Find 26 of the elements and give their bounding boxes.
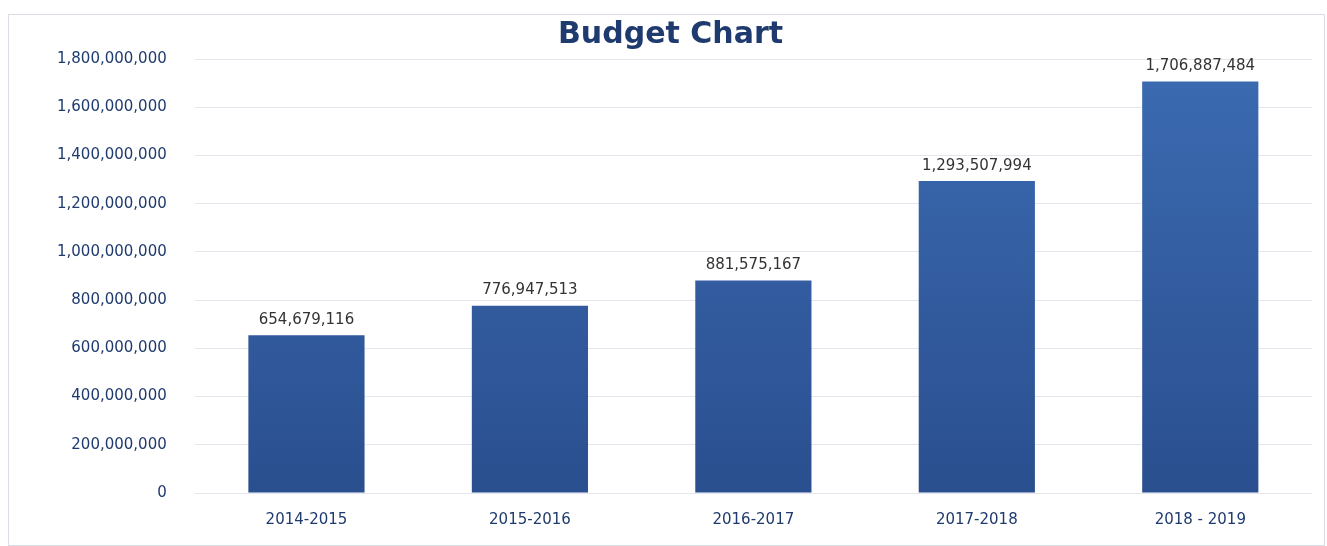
- bar: [1142, 81, 1259, 493]
- bar: [695, 280, 812, 493]
- bar: [918, 181, 1035, 493]
- y-tick-label: 1,400,000,000: [56, 145, 167, 164]
- y-tick-label: 1,800,000,000: [56, 48, 167, 67]
- x-tick-label: 2018 - 2019: [1154, 509, 1246, 528]
- data-label: 1,706,887,484: [1145, 55, 1256, 74]
- y-tick-label: 400,000,000: [71, 386, 167, 405]
- y-tick-label: 0: [157, 482, 167, 501]
- y-tick-label: 200,000,000: [71, 434, 167, 453]
- x-tick-label: 2017-2018: [935, 509, 1018, 528]
- x-tick-label: 2016-2017: [712, 509, 795, 528]
- bar: [471, 305, 589, 493]
- x-tick-label: 2015-2016: [489, 509, 571, 528]
- y-tick-label: 600,000,000: [71, 338, 167, 357]
- x-tick-label: 2014-2015: [265, 509, 348, 528]
- y-tick-label: 800,000,000: [71, 290, 167, 308]
- data-label: 654,679,116: [258, 309, 355, 328]
- bar: [248, 335, 365, 493]
- y-tick-label: 1,200,000,000: [56, 193, 167, 212]
- data-label: 776,947,513: [482, 280, 578, 299]
- y-tick-label: 1,000,000,000: [56, 241, 167, 260]
- y-tick-label: 1,600,000,000: [56, 97, 167, 116]
- chart-title: Budget Chart: [557, 14, 784, 50]
- data-label: 881,575,167: [705, 254, 802, 273]
- data-label: 1,293,507,994: [921, 155, 1032, 174]
